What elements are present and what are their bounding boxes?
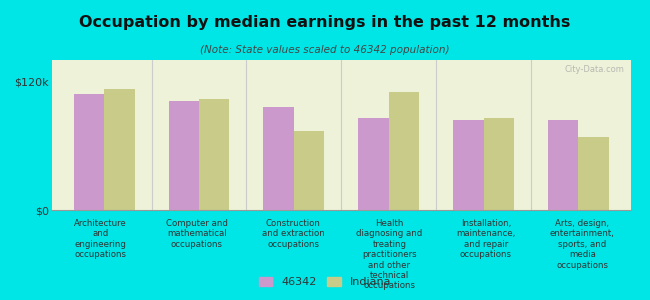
Bar	[294, 131, 324, 210]
Text: Computer and
mathematical
occupations: Computer and mathematical occupations	[166, 219, 228, 249]
Text: Health
diagnosing and
treating
practitioners
and other
technical
occupations: Health diagnosing and treating practitio…	[356, 219, 422, 290]
Bar	[358, 118, 389, 210]
Bar	[199, 99, 229, 210]
Text: (Note: State values scaled to 46342 population): (Note: State values scaled to 46342 popu…	[200, 45, 450, 55]
Text: City-Data.com: City-Data.com	[565, 64, 625, 74]
Text: Construction
and extraction
occupations: Construction and extraction occupations	[262, 219, 324, 249]
Bar	[104, 89, 135, 210]
Legend: 46342, Indiana: 46342, Indiana	[254, 272, 396, 291]
Bar	[578, 137, 608, 210]
Bar	[453, 120, 484, 210]
Bar	[263, 107, 294, 210]
Text: Arts, design,
entertainment,
sports, and
media
occupations: Arts, design, entertainment, sports, and…	[550, 219, 615, 270]
Bar	[168, 101, 199, 210]
Bar	[74, 94, 104, 210]
Bar	[389, 92, 419, 210]
Text: Occupation by median earnings in the past 12 months: Occupation by median earnings in the pas…	[79, 15, 571, 30]
Bar	[548, 120, 578, 210]
Text: Installation,
maintenance,
and repair
occupations: Installation, maintenance, and repair oc…	[456, 219, 515, 259]
Text: Architecture
and
engineering
occupations: Architecture and engineering occupations	[74, 219, 127, 259]
Bar	[484, 118, 514, 210]
